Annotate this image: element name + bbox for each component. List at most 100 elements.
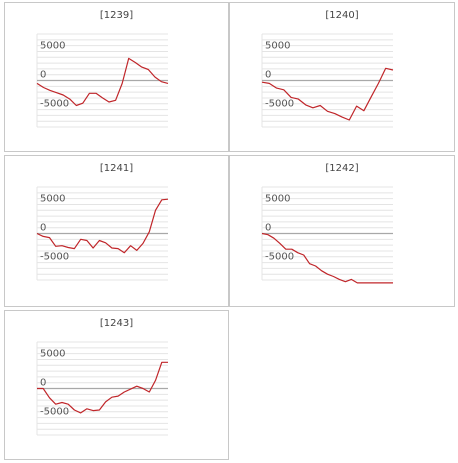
data-point (303, 254, 304, 255)
data-point (136, 250, 137, 251)
data-point (392, 282, 393, 283)
chart-panel-1242: [1242] 5000 0 -5000 (229, 155, 455, 307)
data-point (155, 380, 156, 381)
y-tick-label: 0 (265, 70, 271, 81)
data-point (291, 249, 292, 250)
data-point (363, 282, 364, 283)
data-point (43, 236, 44, 237)
data-point (69, 99, 70, 100)
data-point (117, 395, 118, 396)
data-point (333, 276, 334, 277)
data-point (149, 231, 150, 232)
chart-plot-1242: 5000 0 -5000 (261, 186, 393, 284)
data-point (108, 101, 109, 102)
data-point (49, 237, 50, 238)
data-point (142, 243, 143, 244)
data-point (117, 248, 118, 249)
data-point (105, 242, 106, 243)
data-point (141, 67, 142, 68)
data-point (124, 391, 125, 392)
series-line (36, 198, 169, 254)
y-tick-label: 0 (40, 378, 46, 389)
data-point (74, 409, 75, 410)
y-tick-label: 5000 (40, 40, 65, 51)
chart-title: [1243] (99, 318, 134, 329)
data-point (312, 107, 313, 108)
data-point (378, 83, 379, 84)
data-point (50, 90, 51, 91)
data-point (68, 404, 69, 405)
data-point (320, 105, 321, 106)
chart-panel-1239: [1239] 5000 0 -5000 (4, 2, 229, 152)
data-point (74, 248, 75, 249)
y-tick-label: 0 (40, 223, 46, 234)
data-point (305, 104, 306, 105)
data-point (130, 388, 131, 389)
data-point (161, 81, 162, 82)
data-point (142, 388, 143, 389)
data-point (99, 409, 100, 410)
data-point (285, 249, 286, 250)
data-point (375, 282, 376, 283)
y-tick-label: -5000 (40, 252, 69, 263)
data-point (291, 97, 292, 98)
data-point (392, 69, 393, 70)
data-point (95, 93, 96, 94)
data-point (369, 282, 370, 283)
data-point (380, 282, 381, 283)
data-point (279, 243, 280, 244)
data-point (161, 199, 162, 200)
data-point (148, 69, 149, 70)
data-point (309, 263, 310, 264)
data-point (36, 233, 37, 234)
chart-plot-1243: 5000 0 -5000 (36, 341, 168, 436)
data-point (122, 83, 123, 84)
data-point (102, 97, 103, 98)
data-point (363, 110, 364, 111)
data-point (56, 92, 57, 93)
series-line (261, 232, 393, 284)
data-point (334, 113, 335, 114)
data-point (297, 252, 298, 253)
y-tick-label: -5000 (265, 252, 294, 263)
data-point (82, 103, 83, 104)
data-point (61, 402, 62, 403)
data-point (167, 199, 168, 200)
data-point (49, 397, 50, 398)
data-point (80, 412, 81, 413)
data-point (43, 388, 44, 389)
data-point (267, 234, 268, 235)
data-point (89, 93, 90, 94)
data-point (136, 386, 137, 387)
data-point (135, 62, 136, 63)
data-point (68, 247, 69, 248)
data-point (371, 96, 372, 97)
data-point (283, 89, 284, 90)
chart-title: [1239] (99, 10, 134, 21)
y-tick-label: -5000 (265, 99, 294, 110)
data-point (269, 83, 270, 84)
data-point (86, 240, 87, 241)
data-point (93, 247, 94, 248)
chart-title: [1241] (99, 163, 134, 174)
data-point (261, 233, 262, 234)
data-point (349, 119, 350, 120)
y-tick-label: 5000 (265, 40, 290, 51)
data-point (261, 82, 262, 83)
chart-plot-1240: 5000 0 -5000 (261, 33, 394, 128)
data-point (321, 270, 322, 271)
series-line (37, 361, 168, 414)
data-point (167, 83, 168, 84)
data-point (341, 117, 342, 118)
data-point (273, 238, 274, 239)
chart-panel-1241: [1241] 5000 0 -5000 (4, 155, 229, 307)
chart-panel-1240: [1240] 5000 0 -5000 (229, 2, 455, 152)
data-point (345, 281, 346, 282)
data-point (63, 94, 64, 95)
chart-plot-1239: 5000 0 -5000 (36, 33, 169, 128)
data-point (76, 105, 77, 106)
data-point (93, 410, 94, 411)
chart-plot-1241: 5000 0 -5000 (36, 186, 169, 281)
y-tick-label: -5000 (40, 99, 69, 110)
data-point (356, 105, 357, 106)
